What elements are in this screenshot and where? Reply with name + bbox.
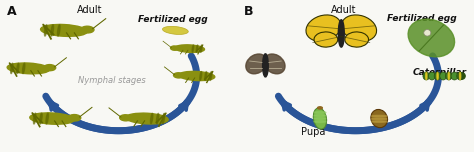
Ellipse shape [41,24,87,36]
Ellipse shape [81,26,94,33]
Ellipse shape [45,25,47,36]
Text: Adult: Adult [77,5,103,15]
Ellipse shape [192,45,194,52]
Ellipse shape [30,113,74,124]
Ellipse shape [440,72,447,80]
Ellipse shape [372,118,387,120]
Ellipse shape [306,15,341,41]
Ellipse shape [434,72,441,80]
Ellipse shape [19,64,43,69]
Ellipse shape [459,72,461,80]
Ellipse shape [46,113,48,124]
Ellipse shape [458,73,465,79]
Ellipse shape [171,46,179,50]
Ellipse shape [44,65,55,71]
Ellipse shape [205,72,207,80]
Text: Fertilized egg: Fertilized egg [138,15,208,24]
Ellipse shape [314,115,326,116]
Ellipse shape [11,63,13,74]
Ellipse shape [246,54,267,74]
Ellipse shape [372,115,387,117]
Ellipse shape [179,71,215,81]
Ellipse shape [156,113,159,124]
Ellipse shape [314,121,326,123]
Ellipse shape [17,63,19,74]
Ellipse shape [133,114,156,119]
Ellipse shape [314,112,326,113]
Ellipse shape [437,72,438,80]
Ellipse shape [42,113,67,119]
Ellipse shape [163,113,164,124]
Ellipse shape [345,32,369,47]
Ellipse shape [163,26,188,34]
Text: Nymphal stages: Nymphal stages [78,76,145,85]
Ellipse shape [371,109,388,128]
Text: A: A [7,5,17,18]
Ellipse shape [342,15,376,41]
Ellipse shape [263,54,268,77]
Ellipse shape [51,25,54,36]
Ellipse shape [318,107,322,109]
Ellipse shape [313,108,327,129]
Ellipse shape [314,32,338,47]
Ellipse shape [201,45,202,52]
Ellipse shape [180,45,196,49]
Ellipse shape [120,115,131,121]
Ellipse shape [54,25,80,31]
Text: Caterpillar: Caterpillar [413,68,467,78]
Ellipse shape [173,73,183,78]
Ellipse shape [40,113,42,124]
Text: Pupa: Pupa [301,127,325,137]
Ellipse shape [314,118,326,119]
Text: Adult: Adult [331,5,356,15]
Ellipse shape [372,121,387,122]
Ellipse shape [7,63,50,74]
Ellipse shape [126,113,168,124]
Ellipse shape [423,72,429,80]
Text: B: B [244,5,254,18]
Ellipse shape [451,72,458,80]
Ellipse shape [23,63,25,74]
Ellipse shape [34,113,36,124]
Ellipse shape [175,45,204,52]
Ellipse shape [424,30,431,36]
Ellipse shape [151,113,153,124]
Ellipse shape [57,25,60,36]
Ellipse shape [448,72,449,80]
Ellipse shape [264,54,285,74]
Ellipse shape [200,72,202,80]
Ellipse shape [446,72,452,80]
Ellipse shape [428,72,435,80]
Ellipse shape [185,72,205,76]
Ellipse shape [210,72,212,80]
Ellipse shape [338,20,344,47]
Ellipse shape [408,19,455,57]
Ellipse shape [426,72,427,80]
Ellipse shape [196,45,198,52]
Ellipse shape [456,72,464,80]
Ellipse shape [68,115,81,121]
Text: Fertilized egg: Fertilized egg [387,14,457,23]
